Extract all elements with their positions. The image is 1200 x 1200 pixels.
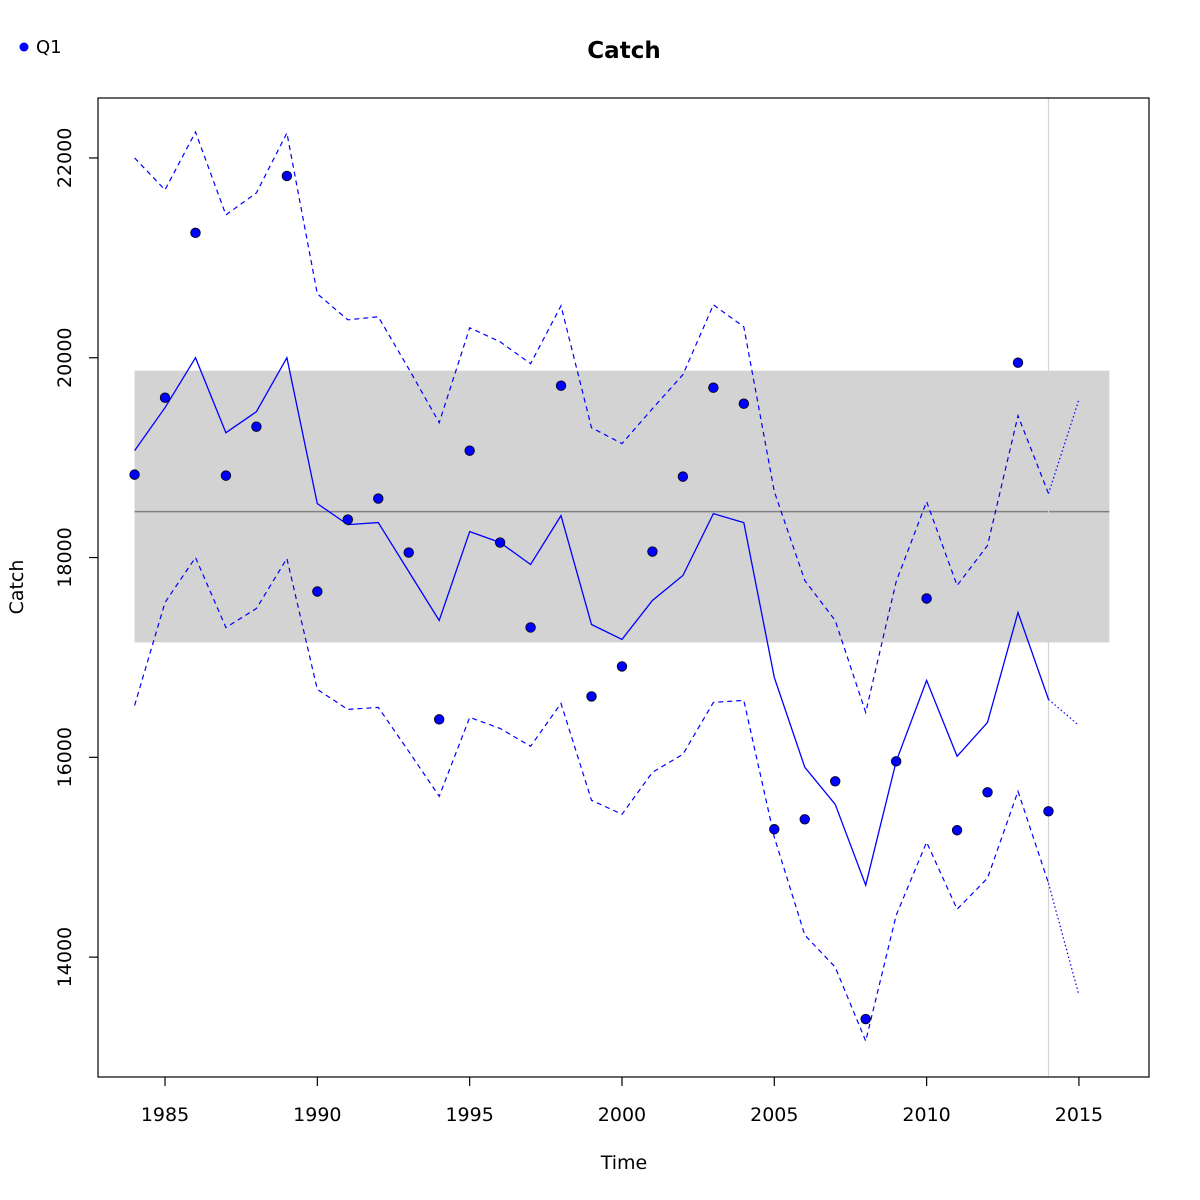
data-point bbox=[1043, 806, 1054, 817]
axes-layer: 1985 1990 1995 2000 2005 2010 2015 14000 16000 18… bbox=[54, 97, 1150, 1126]
data-point bbox=[342, 514, 354, 525]
legend-label-q1: Q1 bbox=[36, 37, 62, 58]
data-point bbox=[373, 493, 384, 504]
forecast-upper-line bbox=[1047, 399, 1080, 494]
reference-band-layer bbox=[134, 98, 1110, 1077]
x-tick-label: 2005 bbox=[750, 1104, 798, 1126]
data-point bbox=[769, 824, 780, 835]
y-axis-label: Catch bbox=[6, 560, 28, 615]
data-point bbox=[555, 380, 567, 391]
data-point bbox=[738, 398, 750, 409]
data-point bbox=[677, 471, 689, 482]
forecast-lower-line bbox=[1047, 883, 1080, 996]
plot-frame bbox=[97, 97, 1150, 1078]
data-point bbox=[251, 421, 262, 432]
y-tick-label: 18000 bbox=[54, 527, 76, 587]
data-point bbox=[403, 547, 414, 558]
data-point bbox=[281, 170, 293, 182]
data-point bbox=[860, 1013, 871, 1025]
lower-bound-line bbox=[134, 556, 1050, 1043]
data-point bbox=[951, 825, 963, 836]
upper-bound-line bbox=[134, 130, 1050, 715]
data-point bbox=[708, 382, 719, 393]
y-tick-label: 14000 bbox=[54, 927, 76, 987]
reference-band bbox=[134, 370, 1110, 643]
data-point bbox=[799, 814, 810, 825]
data-point bbox=[890, 756, 902, 767]
observed-points-layer bbox=[129, 170, 1054, 1025]
x-tick-label: 2010 bbox=[902, 1104, 950, 1126]
x-tick-label: 2015 bbox=[1055, 1104, 1103, 1126]
x-tick-label: 1990 bbox=[293, 1104, 341, 1126]
data-point bbox=[159, 392, 171, 403]
y-tick-label: 20000 bbox=[54, 327, 76, 387]
y-tick-label: 16000 bbox=[54, 727, 76, 787]
data-point bbox=[312, 586, 323, 597]
data-point bbox=[433, 714, 445, 725]
chart-title: Catch bbox=[587, 38, 660, 64]
data-point bbox=[830, 776, 841, 787]
data-point bbox=[190, 227, 201, 239]
legend-marker-q1 bbox=[19, 42, 29, 52]
x-tick-label: 2000 bbox=[598, 1104, 646, 1126]
forecast-line bbox=[1048, 698, 1080, 726]
x-axis-label: Time bbox=[600, 1152, 648, 1174]
data-point bbox=[464, 445, 475, 456]
legend: Q1 bbox=[19, 37, 62, 58]
data-point bbox=[616, 661, 628, 672]
data-point bbox=[982, 787, 993, 798]
x-tick-label: 1985 bbox=[141, 1104, 189, 1126]
data-point bbox=[494, 537, 506, 548]
data-point bbox=[525, 622, 536, 633]
data-point bbox=[129, 469, 140, 480]
data-point bbox=[1012, 357, 1024, 368]
x-tick-label: 1995 bbox=[445, 1104, 493, 1126]
data-point bbox=[921, 593, 932, 604]
data-point bbox=[647, 546, 658, 557]
data-point bbox=[220, 470, 232, 481]
y-tick-label: 22000 bbox=[54, 128, 76, 188]
data-point bbox=[586, 691, 597, 702]
